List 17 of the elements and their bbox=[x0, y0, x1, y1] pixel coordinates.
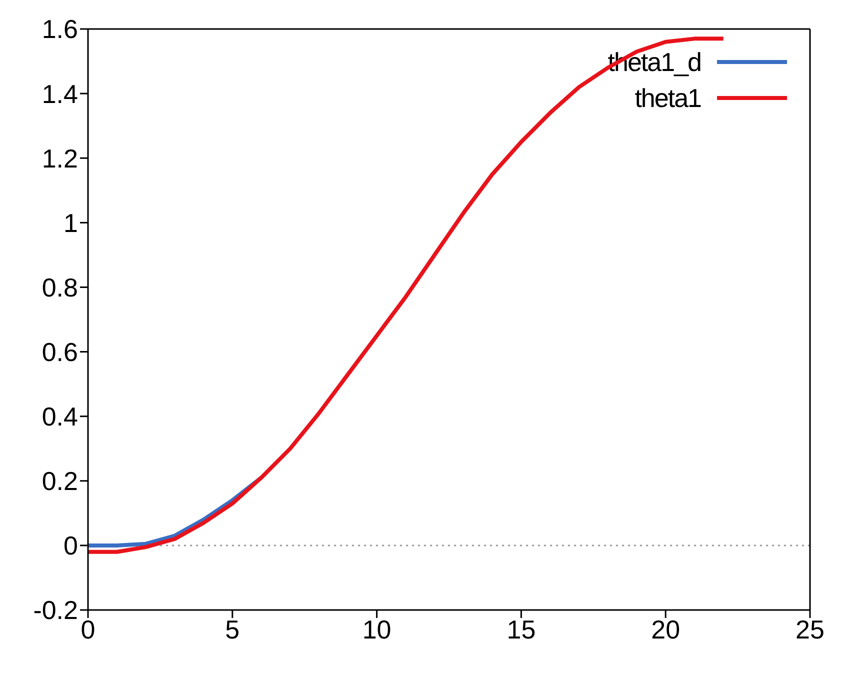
x-tick-label: 15 bbox=[506, 614, 536, 644]
y-tick-label: -0.2 bbox=[33, 595, 78, 626]
x-tick-label: 25 bbox=[796, 614, 824, 644]
legend-label: theta1 bbox=[632, 83, 703, 113]
y-tick-label: 0.8 bbox=[42, 272, 78, 302]
y-tick-label: 1.4 bbox=[42, 78, 78, 109]
y-tick-label: 1.2 bbox=[42, 143, 78, 174]
line-series bbox=[88, 36, 726, 554]
y-tick-label: 1.6 bbox=[42, 14, 78, 44]
y-tick-label: 0.2 bbox=[42, 466, 78, 496]
x-tick-label: 20 bbox=[651, 614, 680, 644]
x-tick-label: 10 bbox=[362, 614, 392, 644]
x-tick-label: 5 bbox=[225, 614, 240, 644]
y-tick-label: 0.4 bbox=[42, 402, 78, 432]
y-tick-label: 0 bbox=[64, 530, 78, 561]
y-tick-label: 0.6 bbox=[42, 337, 78, 368]
y-tick-label: 1 bbox=[64, 208, 78, 238]
